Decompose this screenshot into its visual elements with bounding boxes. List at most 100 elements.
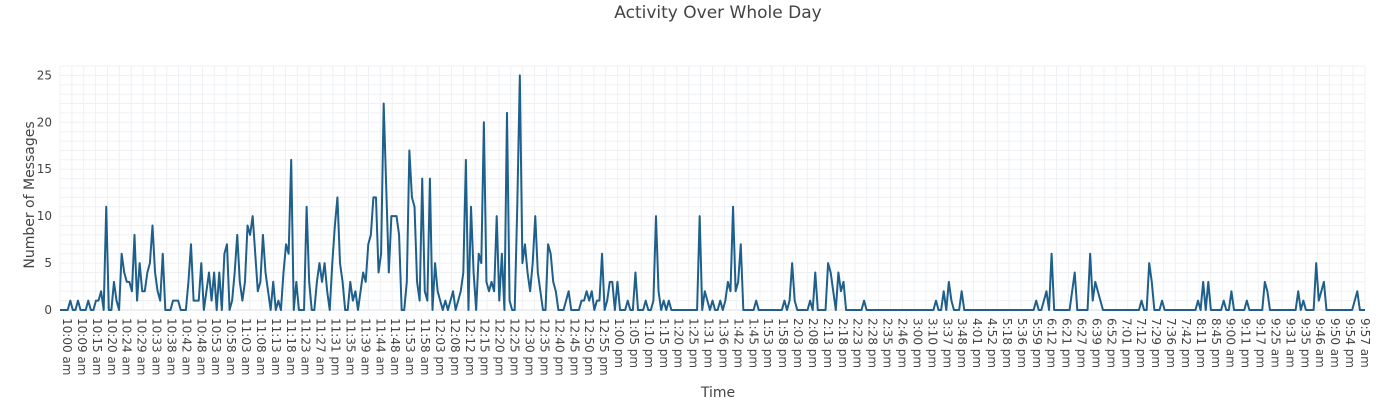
x-tick-label: 2:46 pm [896,318,910,368]
x-tick-label: 12:12 pm [463,318,477,376]
x-tick-label: 12:15 pm [478,318,492,376]
x-tick-label: 2:13 pm [821,318,835,368]
x-tick-label: 9:11 pm [1239,318,1253,368]
x-tick-label: 11:27 am [314,318,328,375]
x-tick-label: 1:25 pm [687,318,701,368]
x-tick-label: 2:28 pm [866,318,880,368]
y-tick-label: 15 [37,162,52,176]
x-tick-label: 12:55 pm [597,318,611,376]
x-tick-label: 1:10 pm [642,318,656,368]
x-tick-label: 11:58 am [418,318,432,375]
y-tick-label: 0 [44,303,52,317]
x-tick-label: 2:18 pm [836,318,850,368]
x-tick-label: 10:58 am [224,318,238,375]
x-tick-label: 1:53 pm [761,318,775,368]
x-tick-label: 11:03 am [239,318,253,375]
x-tick-label: 2:08 pm [806,318,820,368]
x-tick-label: 10:15 am [90,318,104,375]
x-tick-label: 4:01 pm [970,318,984,368]
y-tick-label: 10 [37,209,52,223]
x-tick-label: 1:36 pm [717,318,731,368]
x-tick-label: 1:20 pm [672,318,686,368]
x-tick-label: 8:11 pm [1194,318,1208,368]
x-tick-label: 12:30 pm [523,318,537,376]
x-axis-title: Time [700,385,735,401]
x-tick-label: 9:31 am [1283,318,1297,368]
x-tick-label: 11:48 am [388,318,402,375]
x-tick-label: 10:09 am [75,318,89,375]
x-tick-label: 9:50 am [1328,318,1342,368]
x-tick-label: 1:15 pm [657,318,671,368]
x-tick-label: 11:08 am [254,318,268,375]
x-tick-label: 9:25 am [1269,318,1283,368]
x-tick-label: 6:12 pm [1045,318,1059,368]
x-tick-label: 11:35 am [344,318,358,375]
x-tick-label: 6:39 pm [1089,318,1103,368]
x-tick-label: 10:33 am [150,318,164,375]
x-tick-label: 4:52 pm [985,318,999,368]
x-tick-label: 10:00 am [60,318,74,375]
x-tick-label: 6:52 pm [1104,318,1118,368]
x-tick-label: 7:42 pm [1179,318,1193,368]
x-tick-label: 11:18 am [284,318,298,375]
x-tick-label: 7:36 pm [1164,318,1178,368]
x-tick-label: 7:01 pm [1119,318,1133,368]
x-tick-label: 3:10 pm [925,318,939,368]
x-tick-label: 6:27 pm [1075,318,1089,368]
x-tick-label: 11:23 am [299,318,313,375]
x-tick-label: 5:18 pm [1000,318,1014,368]
x-tick-label: 3:00 pm [910,318,924,368]
x-tick-label: 2:23 pm [851,318,865,368]
y-tick-label: 5 [44,256,52,270]
messages-series-line [60,74,1365,311]
x-tick-label: 9:17 pm [1254,318,1268,368]
x-tick-label: 12:35 pm [537,318,551,376]
x-tick-label: 3:48 pm [955,318,969,368]
x-tick-label: 12:45 pm [567,318,581,376]
x-tick-label: 10:20 am [105,318,119,375]
x-tick-label: 7:12 pm [1134,318,1148,368]
x-tick-label: 11:44 am [373,318,387,375]
x-tick-label: 11:31 pm [329,318,343,376]
x-tick-label: 10:42 am [179,318,193,375]
x-tick-label: 12:03 pm [433,318,447,376]
y-tick-label: 25 [37,68,52,82]
x-tick-label: 9:35 pm [1298,318,1312,368]
x-tick-label: 1:00 pm [612,318,626,368]
x-tick-label: 6:21 pm [1060,318,1074,368]
x-tick-label: 2:35 pm [881,318,895,368]
x-tick-label: 5:36 pm [1015,318,1029,368]
y-axis-ticks: 0 5 10 15 20 25 [37,68,52,317]
x-tick-label: 1:05 pm [627,318,641,368]
x-tick-label: 9:46 am [1313,318,1327,368]
x-tick-label: 1:58 pm [776,318,790,368]
x-tick-label: 1:31 pm [702,318,716,368]
x-axis-ticks: 10:00 am 10:09 am 10:15 am 10:20 am 10:24 am… [60,318,1372,376]
x-tick-label: 11:13 am [269,318,283,375]
y-axis-title: Number of Messages [22,121,38,268]
y-tick-label: 20 [37,115,52,129]
x-tick-label: 12:08 pm [448,318,462,376]
x-tick-label: 9:54 pm [1343,318,1357,368]
x-tick-label: 12:40 pm [552,318,566,376]
x-tick-label: 3:37 pm [940,318,954,368]
x-tick-label: 5:59 pm [1030,318,1044,368]
x-tick-label: 8:45 pm [1209,318,1223,368]
x-tick-label: 10:29 am [135,318,149,375]
x-tick-label: 9:57 am [1358,318,1372,368]
x-tick-label: 1:42 pm [731,318,745,368]
x-tick-label: 12:25 pm [508,318,522,376]
x-tick-label: 12:20 pm [493,318,507,376]
x-tick-label: 10:24 am [120,318,134,375]
x-tick-label: 11:39 am [358,318,372,375]
x-tick-label: 10:48 am [194,318,208,375]
x-tick-label: 11:53 am [403,318,417,375]
x-tick-label: 1:45 pm [746,318,760,368]
x-tick-label: 7:29 pm [1149,318,1163,368]
x-tick-label: 10:53 am [209,318,223,375]
x-tick-label: 9:00 am [1224,318,1238,368]
x-tick-label: 10:38 am [164,318,178,375]
chart-title: Activity Over Whole Day [614,3,821,23]
